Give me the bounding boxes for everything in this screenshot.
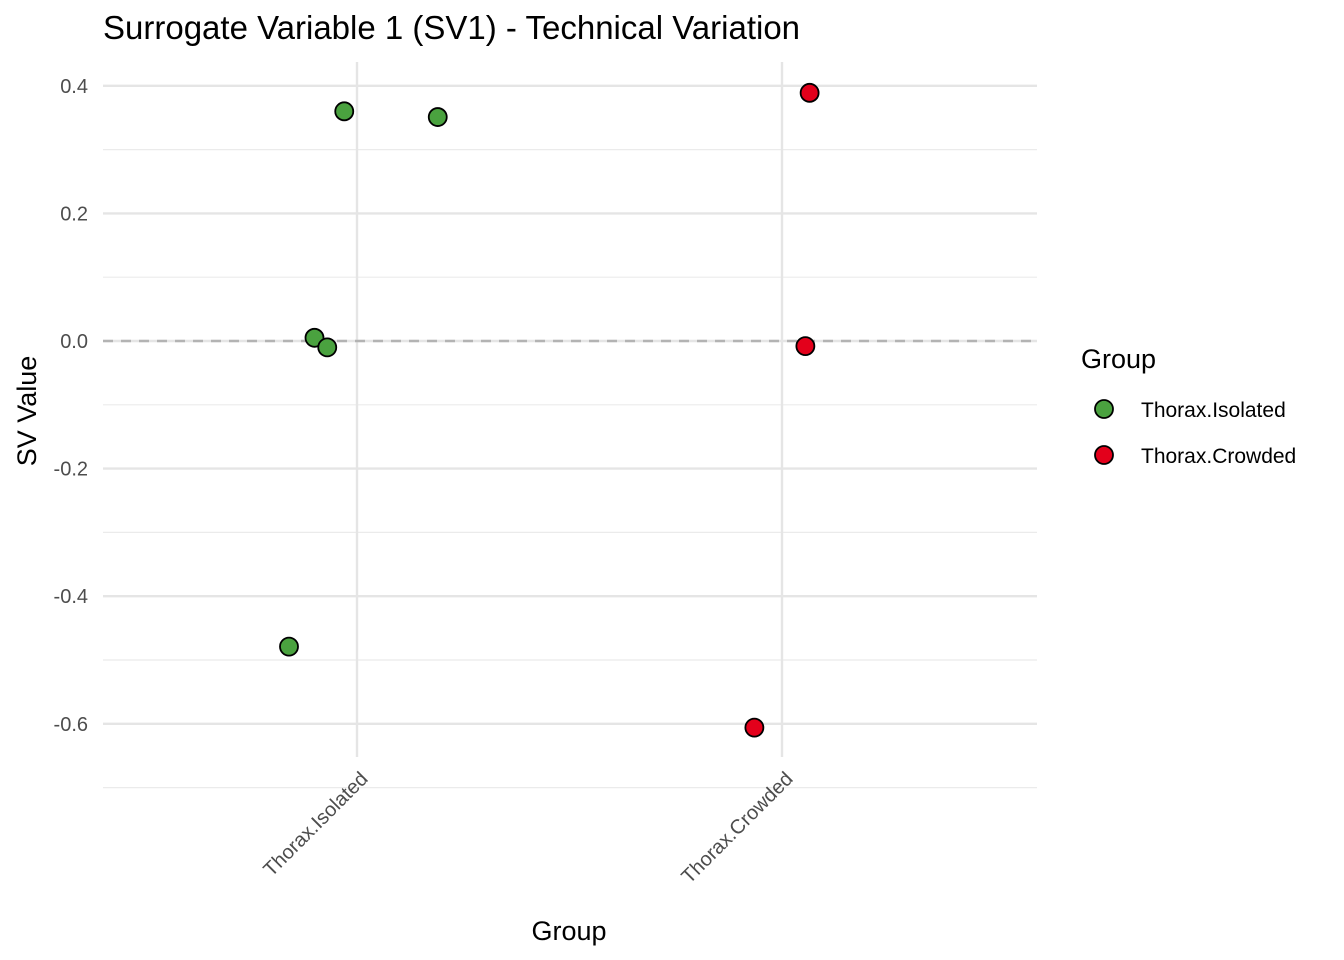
legend: Group Thorax.Isolated Thorax.Crowded	[1081, 344, 1296, 468]
data-point	[799, 82, 820, 103]
y-axis-ticks: 0.4 0.2 0.0 -0.2 -0.4 -0.6	[54, 76, 88, 736]
legend-label: Thorax.Isolated	[1141, 399, 1286, 422]
y-tick-label: -0.2	[54, 459, 88, 481]
data-point	[427, 107, 448, 127]
x-axis-ticks: Thorax.Isolated Thorax.Crowded	[259, 768, 797, 888]
x-tick-label: Thorax.Crowded	[677, 768, 797, 888]
y-tick-label: 0.0	[60, 331, 88, 353]
data-point	[334, 101, 355, 122]
data-point	[317, 337, 338, 358]
data-point	[744, 717, 765, 738]
grid-layer	[103, 62, 1037, 789]
x-axis-title: Group	[531, 916, 606, 946]
data-point	[279, 636, 299, 657]
y-axis-title: SV Value	[12, 356, 42, 467]
y-tick-label: -0.4	[54, 586, 88, 608]
chart-title: Surrogate Variable 1 (SV1) - Technical V…	[103, 9, 800, 46]
legend-label: Thorax.Crowded	[1141, 445, 1296, 468]
y-tick-label: -0.6	[54, 714, 88, 736]
legend-key	[1094, 445, 1114, 465]
data-points	[279, 82, 820, 738]
legend-entries: Thorax.Isolated Thorax.Crowded	[1094, 399, 1296, 468]
legend-key	[1094, 399, 1114, 419]
x-tick-label: Thorax.Isolated	[259, 768, 372, 881]
y-tick-label: 0.4	[60, 76, 88, 98]
legend-title: Group	[1081, 344, 1156, 374]
data-point	[795, 336, 816, 357]
y-tick-label: 0.2	[60, 203, 88, 225]
